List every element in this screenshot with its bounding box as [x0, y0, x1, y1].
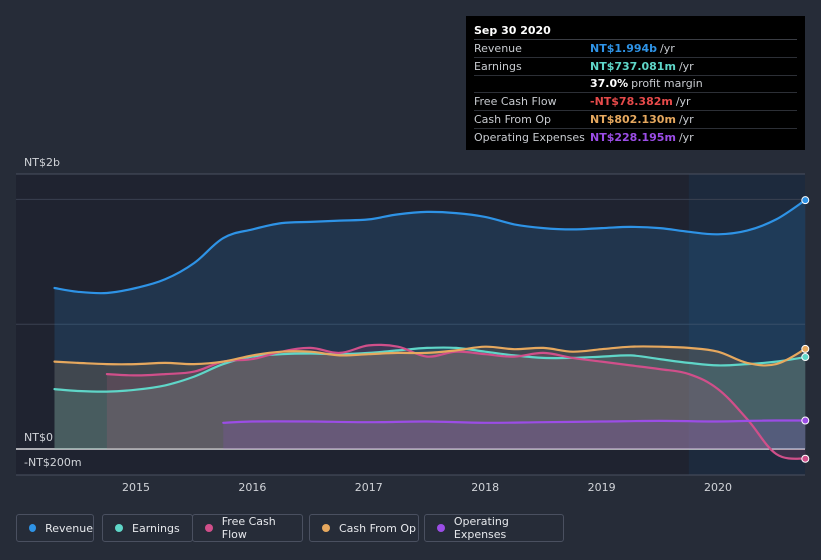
tooltip-row-free-cash-flow: Free Cash Flow -NT$78.382m/yr [474, 92, 797, 110]
tooltip-value: NT$228.195m [590, 130, 676, 144]
y-tick-label: NT$2b [24, 156, 60, 169]
legend-dot-icon [322, 524, 330, 532]
earnings-line [53, 346, 807, 393]
legend-dot-icon [437, 524, 445, 532]
earnings-end-point[interactable] [801, 353, 810, 362]
legend-label: Cash From Op [339, 521, 417, 535]
tooltip-unit: /yr [678, 130, 694, 144]
tooltip-value: -NT$78.382m [590, 95, 673, 109]
x-tick-label: 2017 [355, 481, 383, 494]
legend-free-cash-flow[interactable]: Free Cash Flow [192, 514, 303, 542]
tooltip-label: Cash From Op [474, 113, 552, 127]
tooltip-label: Free Cash Flow [474, 95, 557, 109]
legend-dot-icon [29, 524, 37, 532]
legend-label: Earnings [132, 521, 180, 535]
legend-label: Revenue [45, 521, 93, 535]
x-tick-label: 2016 [238, 481, 266, 494]
cash-from-op-area [54, 346, 806, 449]
legend-earnings[interactable]: Earnings [102, 514, 193, 542]
free-cash-flow-area [106, 344, 806, 459]
free-cash-flow-end-point[interactable] [801, 454, 810, 463]
x-tick-label: 2020 [704, 481, 732, 494]
legend-revenue[interactable]: Revenue [16, 514, 94, 542]
tooltip-unit: profit margin [631, 77, 703, 91]
tooltip-unit: /yr [678, 59, 694, 73]
tooltip-row-operating-expenses: Operating Expenses NT$228.195m/yr [474, 127, 797, 146]
tooltip-value: NT$737.081m [590, 59, 676, 73]
tooltip-label: Operating Expenses [474, 130, 585, 144]
tooltip-unit: /yr [678, 113, 694, 127]
legend-operating-expenses[interactable]: Operating Expenses [424, 514, 564, 542]
operating-expenses-end-point[interactable] [801, 416, 810, 425]
cash-from-op-line [53, 345, 807, 367]
tooltip-unit: /yr [660, 41, 675, 55]
tooltip-row-cash-from-op: Cash From Op NT$802.130m/yr [474, 110, 797, 128]
tooltip-label: Revenue [474, 41, 522, 55]
tooltip-value: 37.0% [590, 77, 629, 91]
legend-dot-icon [115, 524, 123, 532]
tooltip-date: Sep 30 2020 [474, 24, 551, 37]
operating-expenses-area [223, 420, 806, 449]
tooltip-row-earnings: Earnings NT$737.081m/yr [474, 56, 797, 75]
legend-label: Operating Expenses [453, 515, 509, 541]
legend-cash-from-op[interactable]: Cash From Op [309, 514, 419, 542]
tooltip-row-profit-margin: 37.0% profit margin [474, 74, 797, 93]
earnings-area [54, 347, 806, 449]
operating-expenses-line [222, 419, 807, 424]
legend-label: Free Cash Flow [221, 515, 276, 541]
revenue-line [53, 199, 807, 295]
revenue-end-point[interactable] [801, 196, 810, 205]
cash-from-op-end-point[interactable] [801, 344, 810, 353]
tooltip-row-revenue: Revenue NT$1.994b/yr [474, 39, 797, 57]
tooltip-value: NT$802.130m [590, 113, 676, 127]
revenue-area [54, 200, 806, 449]
tooltip-label: Earnings [474, 59, 522, 73]
x-tick-label: 2018 [471, 481, 499, 494]
x-tick-label: 2015 [122, 481, 150, 494]
legend-dot-icon [205, 524, 213, 532]
y-tick-label: -NT$200m [24, 456, 82, 469]
x-tick-label: 2019 [588, 481, 616, 494]
data-tooltip: Sep 30 2020 Revenue NT$1.994b/yr Earnings N… [466, 16, 805, 150]
tooltip-value: NT$1.994b [590, 41, 658, 55]
y-tick-label: NT$0 [24, 431, 53, 444]
tooltip-unit: /yr [675, 95, 691, 109]
